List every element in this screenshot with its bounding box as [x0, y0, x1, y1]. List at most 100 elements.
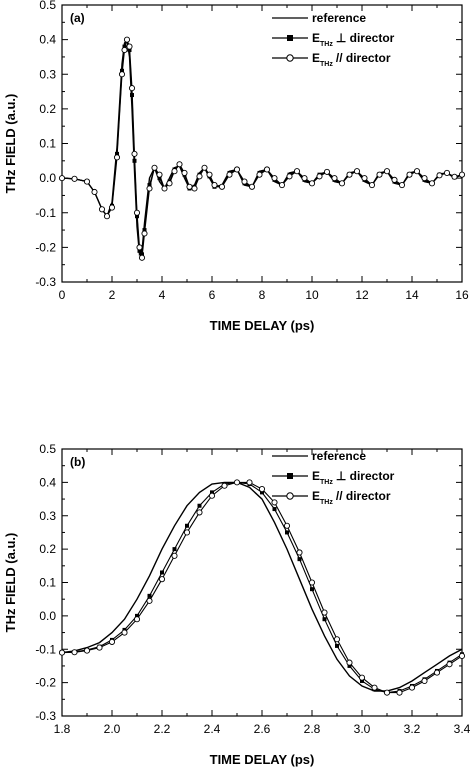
chart1-series-2-point [271, 499, 278, 506]
chart0-series-2-point [206, 171, 213, 178]
chart0-series-2-point [316, 173, 323, 180]
chart0-series-1-point [137, 248, 142, 253]
chart0-series-2-point [91, 188, 98, 196]
chart1-series-2-point [396, 689, 403, 696]
chart1-x-tick-label: 2.2 [154, 722, 171, 736]
chart0-panel-label: (a) [70, 11, 85, 25]
chart0-legend-suffix: // director [336, 51, 391, 65]
chart0-series-2-point [346, 171, 353, 178]
chart0-series-2-point [211, 181, 218, 189]
chart1-series-2-point [246, 479, 253, 486]
chart0-series-2-point [278, 181, 286, 189]
chart1-series-2-point [208, 492, 216, 499]
chart1-series-1-point [310, 587, 314, 592]
chart1-series-2-point [283, 522, 291, 529]
chart0-x-tick-label: 8 [259, 288, 266, 302]
chart0-series-2-point [171, 168, 178, 175]
chart0-x-tick-label: 16 [455, 288, 469, 302]
chart1-series-2-point [158, 576, 166, 583]
chart0-series-2-point [353, 168, 361, 175]
chart1-series-1-point [335, 643, 339, 648]
chart1-x-tick-label: 3.2 [404, 722, 421, 736]
chart0-x-axis-title: TIME DELAY (ps) [210, 318, 315, 333]
chart0-series-2-point [271, 175, 278, 182]
chart1-series-2-point [71, 649, 78, 656]
chart0-series-2-point [136, 244, 143, 251]
chart0-series-2-point [256, 171, 263, 178]
chart1-x-tick-label: 2.6 [254, 722, 271, 736]
chart0-series-2-point [428, 180, 436, 187]
chart0-series-2-point [196, 173, 203, 180]
chart0-y-tick-label: 0.0 [39, 171, 56, 185]
chart0-y-tick-label: 0.1 [39, 137, 56, 151]
chart1-y-tick-label: 0.3 [39, 509, 56, 523]
chart1-series-2-point [171, 552, 178, 559]
chart1-legend-main: reference [312, 449, 366, 463]
chart1-series-1-point [172, 547, 177, 552]
chart0-legend-entry: ETHz ⊥ director [312, 31, 395, 48]
chart0-x-tick-label: 4 [159, 288, 166, 302]
chart0-series-2-point [58, 175, 66, 182]
chart1-y-axis-title: THz FIELD (a.u.) [3, 533, 18, 633]
chart1-y-tick-label: -0.3 [35, 709, 56, 723]
chart0-series-2-point [398, 181, 406, 189]
chart0-series-2-point [141, 230, 148, 237]
chart0-series-2-point [123, 36, 131, 43]
chart0-series-2-point [191, 185, 198, 192]
chart1-series-1-point [347, 663, 352, 668]
chart1-panel-label: (b) [70, 455, 85, 469]
chart1-legend-sub: THz [320, 499, 333, 506]
chart1-legend-suffix: ⊥ director [336, 469, 395, 483]
panel-b: 1.8 2.0 2.2 2.4 2.6 2.8 3.0 3.2 3.4 -0.3 -0.2 -0.1 0… [3, 442, 471, 767]
chart0-series-2-point [368, 181, 376, 189]
chart0-series-2-point [233, 166, 241, 173]
chart0-legend-suffix: ⊥ director [336, 31, 395, 45]
chart1-series-2-point [233, 479, 241, 486]
chart0-series-2-point [406, 171, 413, 178]
chart0-series-2-point [286, 173, 293, 180]
chart0-legend-main: E [312, 51, 320, 65]
chart0-x-tick-label: 12 [355, 288, 369, 302]
chart0-series-1-point [157, 176, 162, 181]
chart1-series-2-point [221, 482, 228, 489]
chart1-y-tick-label: 0.5 [39, 442, 56, 456]
chart0-series-2-point [151, 164, 158, 171]
chart0-series-2-point [121, 46, 128, 54]
chart1-series-2-point [83, 647, 91, 654]
chart0-series-2-point [138, 254, 146, 261]
chart1-series-2-point [121, 629, 128, 636]
chart1-series-1-point [135, 613, 139, 618]
chart1-legend-suffix: // director [336, 489, 391, 503]
chart0-legend-swatch-marker [287, 35, 293, 41]
chart1-series-1-point [197, 503, 202, 508]
chart0-series-2-point [218, 183, 226, 190]
chart0-series-2-point [166, 180, 173, 187]
chart0-series-2-point [83, 178, 91, 185]
chart0-series-2-point [71, 175, 78, 182]
chart1-series-1-point [297, 557, 302, 562]
chart0-series-2-point [201, 164, 208, 171]
chart0-series-1-point [147, 183, 152, 188]
chart0-series-2-point [186, 183, 193, 190]
chart1-series-2-point [183, 529, 191, 536]
chart1-series-2-point [383, 689, 391, 696]
chart1-series-2-point [296, 549, 303, 556]
chart1-series-2-point [58, 649, 66, 656]
chart0-legend-main: reference [312, 11, 366, 25]
chart1-series-1-point [160, 570, 164, 575]
chart0-y-axis-title: THz FIELD (a.u.) [3, 94, 18, 194]
chart0-y-tick-label: -0.3 [35, 275, 56, 289]
chart0-series-2-point [308, 180, 316, 187]
chart0-series-2-point [128, 85, 136, 92]
chart0-x-tick-label: 14 [405, 288, 419, 302]
chart0-series-2-point [293, 168, 301, 175]
chart0-series-1-point [122, 44, 127, 49]
chart0-series-2-point [458, 171, 466, 178]
chart1-y-tick-label: 0.0 [39, 609, 56, 623]
chart1-x-tick-label: 1.8 [54, 722, 71, 736]
chart0-series-2-point [263, 166, 271, 173]
chart1-series-2-point [421, 677, 428, 685]
chart0-series-2-point [413, 168, 421, 175]
chart0-legend-swatch-marker [286, 54, 294, 62]
